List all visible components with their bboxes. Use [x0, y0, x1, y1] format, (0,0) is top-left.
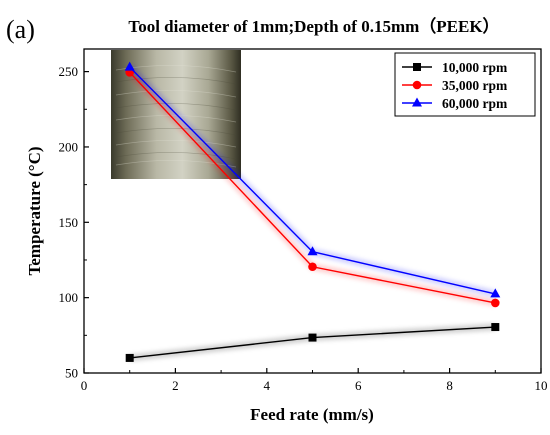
legend-label: 35,000 rpm — [442, 78, 508, 93]
legend-label: 60,000 rpm — [442, 96, 508, 111]
legend: 10,000 rpm 35,000 rpm 60,000 rpm — [394, 52, 536, 117]
panel-label: (a) — [6, 15, 35, 44]
data-point — [307, 246, 318, 256]
x-tick-label: 0 — [81, 378, 88, 393]
y-tick-label: 50 — [65, 366, 78, 381]
legend-marker — [413, 63, 421, 71]
y-axis-label: Temperature (°C) — [25, 146, 44, 275]
x-tick-label: 2 — [172, 378, 179, 393]
y-axis: 50 100 150 200 250 — [59, 64, 89, 381]
y-tick-label: 250 — [59, 64, 79, 79]
x-axis: 0 2 4 6 8 10 — [81, 368, 548, 393]
x-tick-label: 4 — [264, 378, 271, 393]
legend-marker — [412, 97, 422, 107]
data-point — [124, 61, 135, 71]
legend-marker — [412, 80, 422, 90]
series-halo — [129, 323, 496, 362]
data-point — [490, 288, 501, 298]
data-point — [308, 262, 317, 272]
y-tick-label: 200 — [59, 139, 79, 154]
x-tick-label: 8 — [446, 378, 453, 393]
x-tick-label: 6 — [355, 378, 362, 393]
data-point — [491, 298, 500, 308]
chart-title: Tool diameter of 1mm;Depth of 0.15mm（PEE… — [128, 16, 499, 36]
series-layer — [124, 61, 501, 362]
x-tick-label: 10 — [535, 378, 548, 393]
data-point — [125, 353, 134, 362]
y-tick-label: 100 — [59, 290, 79, 305]
y-tick-label: 150 — [59, 215, 79, 230]
legend-label: 10,000 rpm — [442, 60, 508, 75]
data-point — [491, 323, 500, 332]
data-point — [308, 333, 317, 342]
x-axis-label: Feed rate (mm/s) — [250, 405, 374, 424]
